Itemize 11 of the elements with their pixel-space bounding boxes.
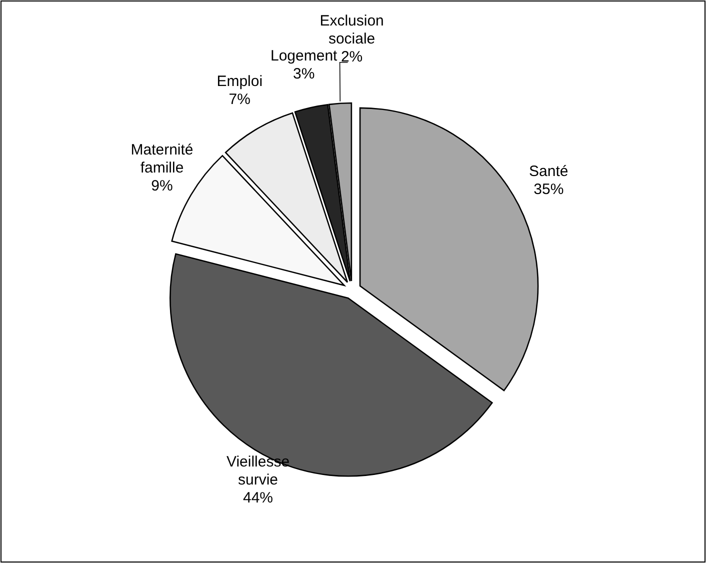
data-label: 44%	[243, 490, 274, 507]
slice-label: Santé	[529, 162, 568, 180]
slice-label: Maternité famille	[130, 142, 194, 177]
data-label: 9%	[151, 178, 173, 195]
slice-label: Exclusion sociale	[320, 12, 384, 48]
data-label: 3%	[293, 66, 315, 83]
data-label: 7%	[228, 91, 250, 108]
slice-label: Logement	[270, 48, 338, 65]
data-label: 35%	[534, 180, 564, 198]
slice-label: Emploi	[216, 73, 263, 90]
data-label: 2%	[340, 48, 363, 66]
